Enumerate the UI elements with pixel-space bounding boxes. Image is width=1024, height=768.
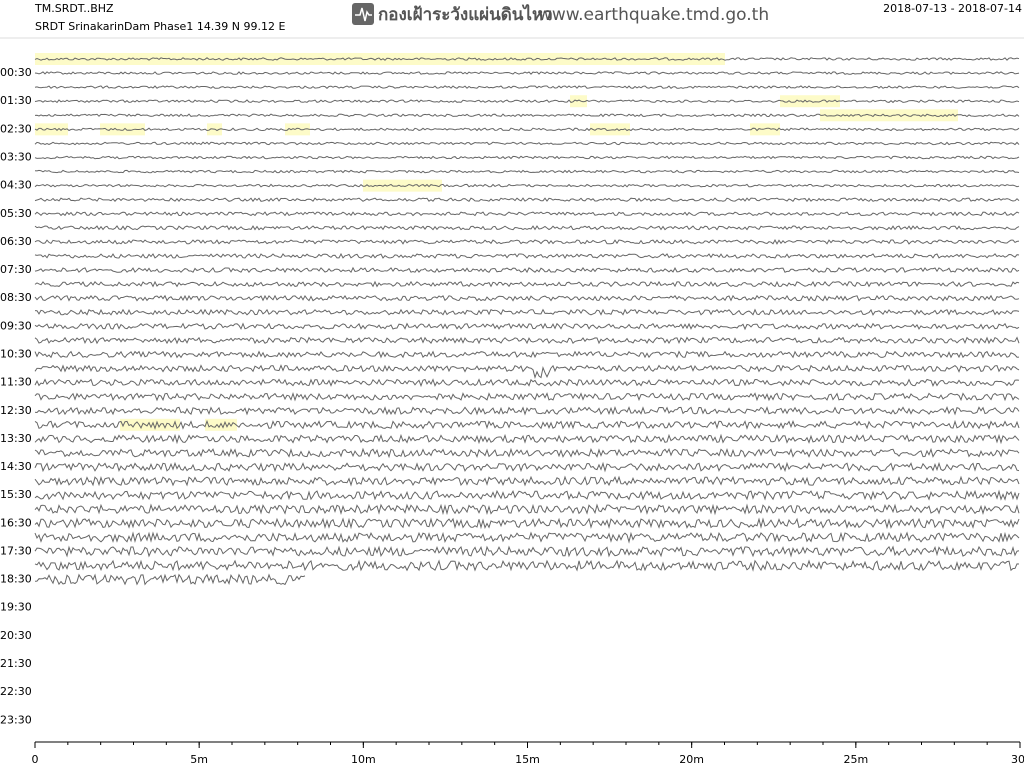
trace — [34, 545, 1020, 558]
trace — [34, 197, 1020, 203]
trace — [34, 308, 1020, 316]
trace — [34, 211, 1020, 217]
trace — [34, 573, 306, 586]
logo-wave — [355, 7, 372, 22]
highlight — [100, 123, 145, 136]
row-label: 23:30 — [0, 713, 32, 726]
trace — [34, 252, 1020, 259]
row-label: 12:30 — [0, 404, 32, 417]
website: www.earthquake.tmd.go.th — [538, 5, 769, 25]
trace — [34, 127, 1020, 132]
trace — [34, 405, 1020, 416]
trace — [34, 350, 1020, 359]
row-label: 11:30 — [0, 376, 32, 389]
highlight — [820, 109, 958, 122]
trace — [34, 57, 1020, 61]
trace — [34, 280, 1020, 288]
row-label: 14:30 — [0, 460, 32, 473]
trace — [34, 531, 1020, 544]
trace — [34, 475, 1020, 487]
x-tick-label: 30 — [1011, 753, 1024, 766]
row-label: 05:30 — [0, 207, 32, 220]
trace — [34, 266, 1020, 274]
x-tick-label: 20m — [679, 753, 704, 766]
trace — [34, 461, 1020, 473]
x-tick-label: 25m — [843, 753, 868, 766]
row-label: 13:30 — [0, 432, 32, 445]
trace — [34, 364, 1020, 379]
x-tick-label: 5m — [190, 753, 208, 766]
row-label: 01:30 — [0, 94, 32, 107]
row-label: 09:30 — [0, 319, 32, 332]
trace — [34, 322, 1020, 331]
highlight — [750, 123, 780, 136]
highlight — [285, 123, 310, 136]
row-label: 19:30 — [0, 601, 32, 614]
row-label: 03:30 — [0, 150, 32, 163]
row-label: 07:30 — [0, 263, 32, 276]
highlight — [205, 418, 237, 431]
trace — [34, 391, 1020, 402]
trace — [34, 447, 1020, 459]
row-label: 16:30 — [0, 516, 32, 529]
date-range: 2018-07-13 - 2018-07-14 — [883, 2, 1022, 15]
highlight — [570, 95, 587, 108]
trace — [34, 336, 1020, 345]
station-code: TM.SRDT..BHZ — [34, 2, 114, 15]
station-info: SRDT SrinakarinDam Phase1 14.39 N 99.12 … — [35, 20, 286, 33]
row-label: 15:30 — [0, 488, 32, 501]
trace — [34, 99, 1020, 104]
trace — [34, 141, 1020, 146]
trace — [34, 71, 1020, 75]
trace — [34, 433, 1020, 445]
row-label: 20:30 — [0, 629, 32, 642]
logo-text: กองเฝ้าระวังแผ่นดินไหว — [378, 4, 553, 25]
trace — [34, 169, 1020, 174]
trace — [34, 225, 1020, 231]
trace — [34, 503, 1020, 516]
trace — [34, 239, 1020, 245]
row-label: 06:30 — [0, 235, 32, 248]
trace — [34, 294, 1020, 302]
row-label: 10:30 — [0, 347, 32, 360]
highlight — [590, 123, 630, 136]
trace — [34, 155, 1020, 160]
trace — [34, 489, 1020, 501]
trace — [34, 85, 1020, 89]
trace — [34, 517, 1020, 530]
row-label: 00:30 — [0, 66, 32, 79]
row-label: 04:30 — [0, 179, 32, 192]
x-tick-label: 0 — [32, 753, 39, 766]
row-label: 18:30 — [0, 573, 32, 586]
trace — [34, 113, 1020, 118]
row-label: 02:30 — [0, 122, 32, 135]
x-tick-label: 10m — [351, 753, 376, 766]
trace — [34, 419, 1020, 430]
row-label: 08:30 — [0, 291, 32, 304]
row-label: 22:30 — [0, 685, 32, 698]
row-label: 17:30 — [0, 544, 32, 557]
trace — [34, 378, 1020, 388]
trace — [34, 559, 1020, 572]
x-tick-label: 15m — [515, 753, 540, 766]
trace — [34, 183, 1020, 188]
row-label: 21:30 — [0, 657, 32, 670]
